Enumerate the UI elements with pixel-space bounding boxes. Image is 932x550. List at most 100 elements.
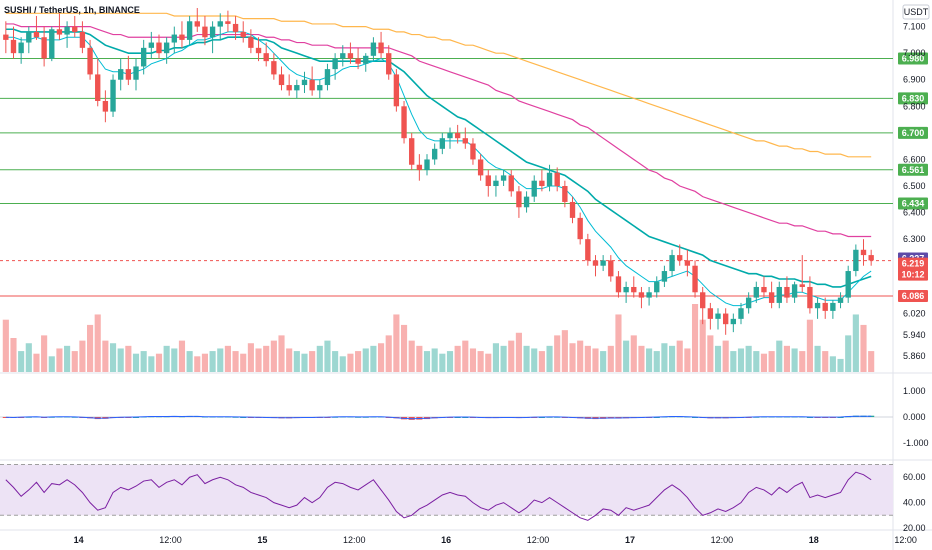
candle-body[interactable] <box>447 132 453 139</box>
candle-body[interactable] <box>10 39 17 54</box>
candle-body[interactable] <box>485 175 491 187</box>
candle-body[interactable] <box>255 47 262 54</box>
candle-body[interactable] <box>248 37 254 48</box>
candle-body[interactable] <box>516 191 522 208</box>
candle-body[interactable] <box>853 249 859 272</box>
candle-body[interactable] <box>370 42 377 56</box>
candle-body[interactable] <box>608 260 614 277</box>
candle-body[interactable] <box>684 260 691 266</box>
candle-body[interactable] <box>638 292 645 298</box>
candle-body[interactable] <box>822 302 828 311</box>
candle-body[interactable] <box>332 58 338 70</box>
candle-body[interactable] <box>232 23 239 32</box>
candle-body[interactable] <box>140 47 147 67</box>
candle-body[interactable] <box>18 42 24 54</box>
candle-body[interactable] <box>807 286 813 309</box>
candle-body[interactable] <box>393 74 400 107</box>
candle-body[interactable] <box>87 47 93 75</box>
candle-body[interactable] <box>845 271 851 298</box>
candle-body[interactable] <box>202 26 208 38</box>
candle-body[interactable] <box>814 302 821 309</box>
candle-body[interactable] <box>830 302 836 311</box>
candle-body[interactable] <box>715 313 721 319</box>
candle-body[interactable] <box>294 85 300 91</box>
candle-body[interactable] <box>263 53 269 62</box>
candle-body[interactable] <box>554 172 560 187</box>
candle-body[interactable] <box>79 31 86 48</box>
candle-body[interactable] <box>416 164 423 171</box>
candle-body[interactable] <box>569 201 576 218</box>
candle-body[interactable] <box>784 286 790 298</box>
candle-body[interactable] <box>837 297 844 303</box>
candle-body[interactable] <box>363 55 369 64</box>
candle-body[interactable] <box>646 292 652 298</box>
candle-body[interactable] <box>562 186 568 202</box>
candle-body[interactable] <box>240 31 246 38</box>
candle-body[interactable] <box>600 260 606 266</box>
candle-body[interactable] <box>654 281 660 293</box>
candle-body[interactable] <box>531 180 537 197</box>
candle-body[interactable] <box>707 308 714 319</box>
candle-body[interactable] <box>631 286 637 293</box>
candle-body[interactable] <box>768 292 775 303</box>
candle-body[interactable] <box>700 292 706 309</box>
candle-body[interactable] <box>454 132 461 139</box>
candle-body[interactable] <box>615 276 622 293</box>
candle-body[interactable] <box>309 79 315 91</box>
candle-body[interactable] <box>431 148 438 160</box>
candle-body[interactable] <box>95 74 101 101</box>
candle-body[interactable] <box>49 29 55 59</box>
candle-body[interactable] <box>868 255 874 261</box>
candle-body[interactable] <box>477 159 484 176</box>
candle-body[interactable] <box>378 42 384 54</box>
macd-pane[interactable] <box>0 415 893 420</box>
candle-body[interactable] <box>171 34 177 43</box>
candle-body[interactable] <box>623 286 629 293</box>
candle-body[interactable] <box>722 313 729 325</box>
candle-body[interactable] <box>148 42 155 48</box>
candle-body[interactable] <box>347 53 354 59</box>
candle-body[interactable] <box>791 284 798 298</box>
candle-body[interactable] <box>278 74 285 86</box>
candle-body[interactable] <box>317 85 323 91</box>
candle-body[interactable] <box>41 37 47 59</box>
candle-body[interactable] <box>493 180 499 187</box>
candle-body[interactable] <box>163 42 170 54</box>
time-axis[interactable]: 1412:001512:001612:001712:001812:001912:… <box>74 535 932 545</box>
candle-body[interactable] <box>156 42 162 54</box>
candle-body[interactable] <box>776 286 782 303</box>
candle-body[interactable] <box>133 66 139 80</box>
price-axis[interactable]: 6.980 6.830 6.700 6.561 6.434 6.086 7.100 7.000… <box>898 22 929 533</box>
price-pane[interactable] <box>0 8 893 372</box>
candle-body[interactable] <box>577 217 583 240</box>
candle-body[interactable] <box>860 249 867 256</box>
candle-body[interactable] <box>761 286 767 293</box>
candle-body[interactable] <box>355 58 361 64</box>
candle-body[interactable] <box>539 180 545 187</box>
candle-body[interactable] <box>799 284 805 287</box>
candle-body[interactable] <box>102 100 109 112</box>
currency-badge[interactable] <box>902 4 930 20</box>
candle-body[interactable] <box>439 138 446 149</box>
candle-body[interactable] <box>110 79 116 112</box>
candle-body[interactable] <box>692 265 698 293</box>
candle-body[interactable] <box>209 26 216 38</box>
candle-body[interactable] <box>340 53 346 59</box>
candle-body[interactable] <box>301 79 308 86</box>
candle-body[interactable] <box>661 271 668 282</box>
candle-body[interactable] <box>72 26 78 32</box>
candle-body[interactable] <box>546 172 553 187</box>
candle-body[interactable] <box>118 69 124 80</box>
candle-body[interactable] <box>730 318 737 325</box>
candle-body[interactable] <box>186 21 193 40</box>
candle-body[interactable] <box>592 260 599 266</box>
candle-body[interactable] <box>738 308 744 319</box>
candle-body[interactable] <box>324 69 331 86</box>
candle-body[interactable] <box>745 297 752 309</box>
candle-body[interactable] <box>3 34 9 40</box>
candle-body[interactable] <box>217 21 223 27</box>
candle-body[interactable] <box>26 31 32 43</box>
candle-body[interactable] <box>669 255 675 272</box>
rsi-pane[interactable] <box>0 464 893 521</box>
